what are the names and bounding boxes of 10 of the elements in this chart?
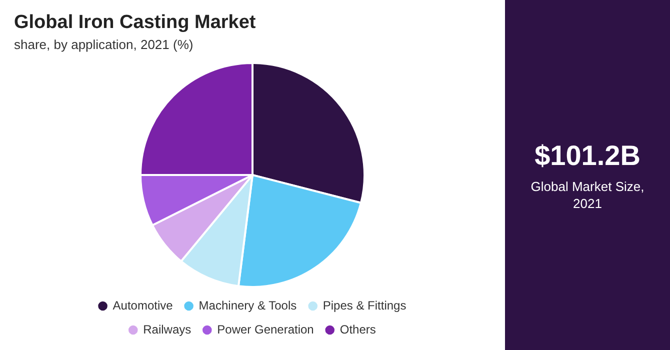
chart-subtitle: share, by application, 2021 (%) [14, 37, 194, 52]
legend-label: Automotive [112, 298, 174, 312]
legend-label: Pipes & Fittings [322, 298, 406, 312]
text: Global Market Size, 2021 [530, 178, 646, 212]
text: $101.2B [534, 140, 642, 172]
legend-label: Others [340, 322, 376, 336]
legend-label: Machinery & Tools [198, 298, 297, 312]
chart-title: Global Iron Casting Market [14, 12, 256, 34]
legend-label: Railways [143, 322, 192, 336]
legend-label: Power Generation [217, 322, 314, 336]
